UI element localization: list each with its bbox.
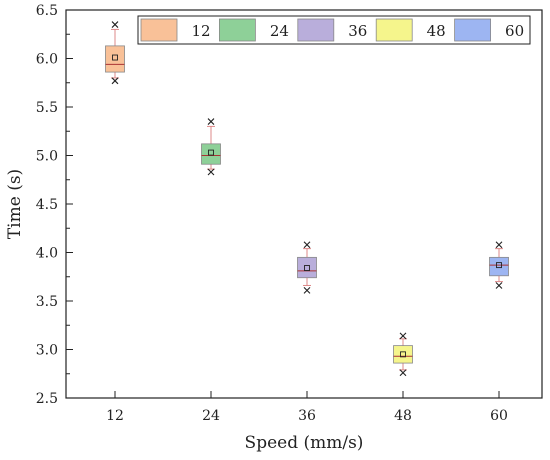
legend-label: 36 xyxy=(348,22,367,40)
mean-marker xyxy=(304,265,310,271)
x-tick-label: 60 xyxy=(490,408,508,424)
box-iqr xyxy=(393,345,413,364)
x-tick-label: 12 xyxy=(106,408,124,424)
y-tick-label: 2.5 xyxy=(36,391,58,407)
mean-marker xyxy=(112,54,118,61)
y-tick-label: 3.5 xyxy=(36,294,58,310)
y-tick-label: 5.5 xyxy=(36,100,58,116)
outlier-marker xyxy=(495,282,503,289)
legend-swatch xyxy=(454,18,492,42)
mean-marker xyxy=(208,149,214,156)
y-tick-label: 4.5 xyxy=(36,197,58,213)
mean-marker xyxy=(400,351,406,358)
x-tick-label: 36 xyxy=(298,408,316,424)
legend-label: 48 xyxy=(427,22,446,40)
outlier-marker xyxy=(399,369,407,377)
outlier-marker xyxy=(399,332,407,340)
x-tick-label: 48 xyxy=(394,408,412,424)
x-axis-label: Speed (mm/s) xyxy=(245,433,364,453)
box-iqr xyxy=(297,256,317,279)
box-iqr xyxy=(105,45,125,73)
legend-swatch xyxy=(140,18,178,42)
box-24 xyxy=(201,118,221,176)
legend-label: 60 xyxy=(505,22,524,40)
box-36 xyxy=(297,241,317,294)
outlier-marker xyxy=(303,286,311,294)
legend-swatch xyxy=(375,18,413,42)
outlier-marker xyxy=(111,21,119,28)
outlier-marker xyxy=(303,241,311,249)
outlier-marker xyxy=(207,168,215,176)
y-axis-label: Time (s) xyxy=(5,169,25,239)
y-tick-label: 3.0 xyxy=(36,343,58,359)
y-tick-label: 6.0 xyxy=(36,52,58,68)
plot-area: 2.5 3.0 3.5 4.0 4.5 5.0 5.5 6.0 6.5 12 24 36 48 60 12 2… xyxy=(36,3,543,424)
plot-frame xyxy=(65,9,543,399)
y-tick-label: 6.5 xyxy=(36,3,58,19)
box-12 xyxy=(105,21,125,85)
box-60 xyxy=(489,241,509,289)
legend-swatch xyxy=(218,18,256,42)
outlier-marker xyxy=(495,241,503,249)
legend-label: 12 xyxy=(191,22,210,40)
outlier-marker xyxy=(111,77,119,85)
box-iqr xyxy=(201,143,221,165)
y-tick-label: 5.0 xyxy=(36,149,58,165)
outlier-marker xyxy=(207,118,215,125)
legend-swatch xyxy=(297,18,335,42)
legend: 12 24 36 48 60 xyxy=(137,15,531,45)
box-iqr xyxy=(489,256,509,277)
legend-label: 24 xyxy=(270,22,289,40)
y-tick-label: 4.0 xyxy=(36,246,58,262)
mean-marker xyxy=(496,262,502,269)
box-48 xyxy=(393,332,413,377)
x-tick-label: 24 xyxy=(202,408,220,424)
